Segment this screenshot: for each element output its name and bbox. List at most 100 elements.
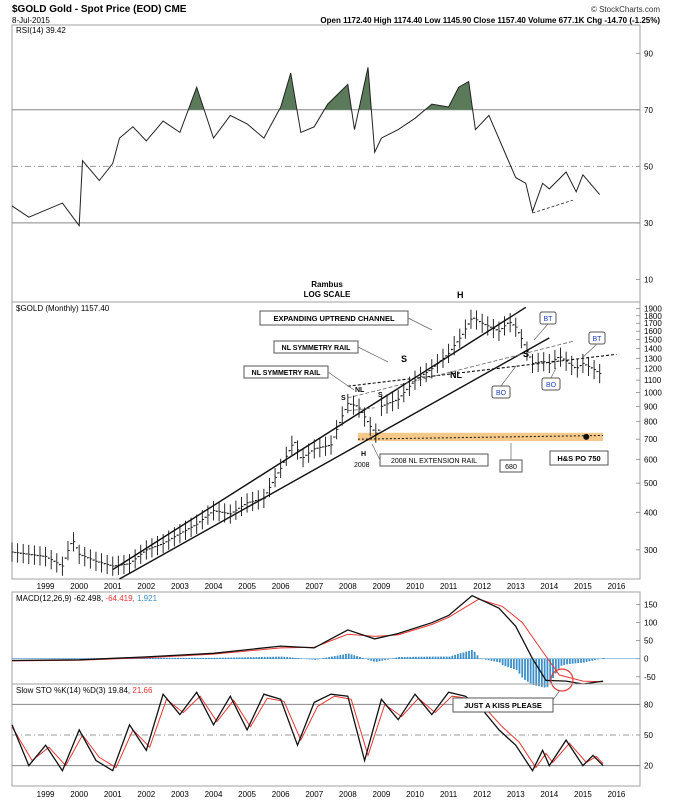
macd-hist-bar bbox=[568, 658, 571, 665]
sto-k-line bbox=[11, 690, 604, 773]
macd-hist-bar bbox=[445, 656, 448, 660]
macd-hist-bar bbox=[280, 656, 283, 660]
trendline bbox=[112, 306, 527, 571]
macd-hist-bar bbox=[87, 658, 90, 660]
bottom-year-label: 2014 bbox=[540, 790, 558, 799]
macd-hist-bar bbox=[258, 657, 261, 660]
macd-hist-bar bbox=[524, 658, 526, 680]
macd-hist-bar bbox=[216, 657, 219, 660]
macd-hist-bar bbox=[157, 657, 160, 660]
rsi-panel: RSI(14) 39.42 90 70 50 30 10 bbox=[11, 24, 653, 303]
bottom-year-label: 2015 bbox=[574, 790, 592, 799]
macd-hist-bar bbox=[563, 658, 566, 666]
macd-hist-bar bbox=[266, 656, 269, 660]
price-tick-label: 1400 bbox=[644, 345, 662, 354]
macd-hist-bar bbox=[459, 653, 462, 660]
annot-nl1: NL bbox=[355, 387, 365, 394]
macd-hist-bar bbox=[577, 658, 580, 664]
bottom-year-label: 2001 bbox=[104, 790, 122, 799]
price-tick-label: 800 bbox=[644, 418, 658, 427]
macd-hist-bar bbox=[532, 658, 535, 686]
macd-hist-bar bbox=[252, 657, 255, 660]
macd-hist-bar bbox=[76, 658, 79, 660]
macd-hist-bar bbox=[566, 658, 568, 665]
macd-hist-bar bbox=[168, 657, 171, 660]
macd-signal-line bbox=[11, 598, 604, 683]
macd-hist-bar bbox=[235, 657, 238, 660]
macd-hist-bar bbox=[479, 658, 482, 660]
macd-hist-bar bbox=[387, 658, 389, 660]
annot-rambus: Rambus bbox=[311, 280, 343, 289]
macd-hist-bar bbox=[70, 658, 73, 660]
macd-hist-bar bbox=[496, 658, 498, 662]
macd-hist-bar bbox=[219, 657, 221, 660]
macd-hist-bar bbox=[308, 658, 311, 660]
macd-hist-bar bbox=[476, 655, 479, 660]
macd-hist-bar bbox=[451, 655, 454, 660]
year-axis-top: 1999 2000 2001 2002 2003 2004 2005 2006 2007 2008… bbox=[37, 582, 626, 591]
top-year-label: 2014 bbox=[540, 582, 558, 591]
bottom-year-label: 2004 bbox=[205, 790, 223, 799]
top-year-label: 2007 bbox=[305, 582, 323, 591]
macd-hist-bar bbox=[56, 658, 59, 660]
bottom-year-label: 1999 bbox=[37, 790, 55, 799]
macd-hist-bar bbox=[275, 656, 277, 660]
macd-hist-bar bbox=[510, 658, 512, 669]
macd-hist-bar bbox=[454, 654, 456, 660]
top-year-label: 2011 bbox=[440, 582, 458, 591]
top-year-label: 1999 bbox=[37, 582, 55, 591]
symbol-title: $GOLD Gold - Spot Price (EOD) CME bbox=[12, 4, 187, 15]
trendline bbox=[357, 434, 604, 440]
macd-hist-bar bbox=[224, 657, 227, 660]
macd-hist-bar bbox=[490, 658, 493, 661]
top-year-label: 2001 bbox=[104, 582, 122, 591]
macd-hist-bar bbox=[546, 658, 549, 688]
sto-tick-label: 20 bbox=[644, 762, 653, 771]
macd-hist-bar bbox=[473, 651, 476, 660]
macd-hist-bar bbox=[414, 656, 417, 660]
annot-680: 680 bbox=[505, 464, 517, 471]
macd-hist-bar bbox=[185, 657, 188, 660]
macd-hist-bar bbox=[367, 658, 370, 660]
macd-hist-bar bbox=[437, 656, 440, 660]
macd-hist-bar bbox=[409, 656, 412, 660]
rsi-support-line bbox=[532, 199, 573, 214]
macd-hist-bar bbox=[196, 657, 199, 660]
macd-hist-bar bbox=[207, 657, 210, 660]
macd-hist-bar bbox=[67, 658, 70, 660]
trendline bbox=[347, 340, 573, 399]
year-axis-bottom: 1999 2000 2001 2002 2003 2004 2005 2006 2007 2008… bbox=[37, 790, 626, 799]
macd-hist-bar bbox=[317, 658, 319, 660]
macd-panel: MACD(12,26,9) -62.498, -64.419, 1.921 15… bbox=[11, 591, 658, 692]
macd-hist-bar bbox=[191, 657, 193, 660]
macd-hist-bar bbox=[484, 658, 487, 660]
macd-hist-bar bbox=[37, 658, 39, 660]
macd-hist-bar bbox=[272, 656, 275, 660]
macd-value-3: 1.921 bbox=[137, 594, 158, 603]
macd-hist-bar bbox=[361, 657, 364, 660]
hs-target-dot bbox=[583, 433, 590, 440]
macd-hist-bar bbox=[73, 658, 76, 660]
macd-hist-bar bbox=[596, 658, 599, 660]
macd-hist-bar bbox=[339, 655, 342, 660]
macd-hist-bar bbox=[498, 658, 501, 663]
price-tick-label: 300 bbox=[644, 546, 658, 555]
bottom-year-label: 2007 bbox=[305, 790, 323, 799]
top-year-label: 2013 bbox=[507, 582, 525, 591]
top-year-label: 2015 bbox=[574, 582, 592, 591]
macd-hist-bar bbox=[62, 658, 65, 660]
top-year-label: 2016 bbox=[608, 582, 626, 591]
macd-hist-bar bbox=[585, 658, 588, 662]
top-year-label: 2009 bbox=[373, 582, 391, 591]
price-tick-label: 1200 bbox=[644, 365, 662, 374]
bottom-year-label: 2009 bbox=[373, 790, 391, 799]
macd-hist-bar bbox=[356, 656, 359, 660]
macd-label: MACD(12,26,9) -62.498, -64.419, 1.921 bbox=[16, 594, 158, 603]
macd-hist-bar bbox=[174, 657, 177, 660]
price-tick-label: 1300 bbox=[644, 354, 662, 363]
macd-hist-bar bbox=[244, 657, 247, 660]
price-tick-label: 1900 bbox=[644, 305, 662, 314]
macd-hist-bar bbox=[277, 656, 280, 660]
macd-hist-bar bbox=[462, 652, 465, 660]
bottom-year-label: 2006 bbox=[272, 790, 290, 799]
